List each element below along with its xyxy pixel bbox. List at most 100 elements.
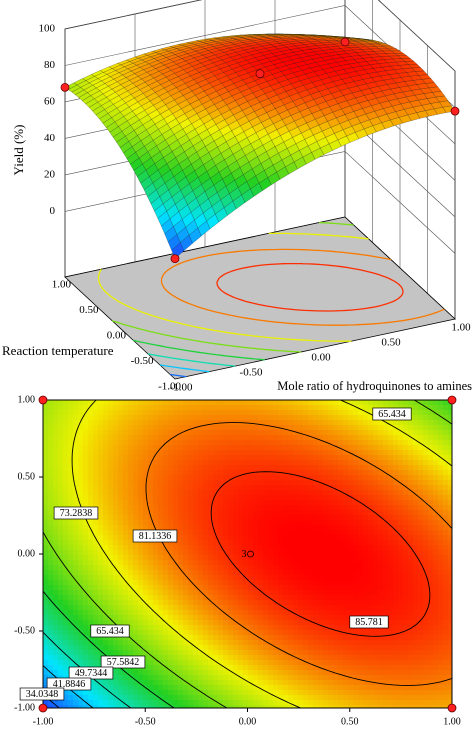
heat-cell bbox=[98, 600, 104, 606]
heat-cell bbox=[93, 455, 99, 461]
heat-cell bbox=[113, 680, 119, 686]
heat-cell bbox=[258, 570, 264, 576]
heat-cell bbox=[78, 475, 84, 481]
heat-cell bbox=[318, 450, 324, 456]
heat-cell bbox=[263, 490, 269, 496]
heat-cell bbox=[248, 685, 254, 691]
heat-cell bbox=[268, 530, 274, 536]
heat-cell bbox=[53, 520, 59, 526]
heat-cell bbox=[163, 590, 169, 596]
heat-cell bbox=[278, 620, 284, 626]
heat-cell bbox=[143, 515, 149, 521]
heat-cell bbox=[143, 550, 149, 556]
heat-cell bbox=[63, 645, 69, 651]
heat-cell bbox=[98, 500, 104, 506]
heat-cell bbox=[48, 415, 54, 421]
heat-cell bbox=[128, 495, 134, 501]
heat-cell bbox=[238, 635, 244, 641]
heat-cell bbox=[183, 515, 189, 521]
heat-cell bbox=[113, 490, 119, 496]
heat-cell bbox=[318, 650, 324, 656]
heat-cell bbox=[188, 435, 194, 441]
floor-contour bbox=[97, 232, 369, 342]
heat-cell bbox=[143, 615, 149, 621]
heat-cell bbox=[298, 515, 304, 521]
heat-cell bbox=[183, 455, 189, 461]
heat-cell bbox=[248, 540, 254, 546]
heat-cell bbox=[223, 575, 229, 581]
heat-cell bbox=[143, 590, 149, 596]
heat-cell bbox=[48, 645, 54, 651]
heat-cell bbox=[283, 640, 289, 646]
heat-cell bbox=[348, 545, 354, 551]
heat-cell bbox=[273, 515, 279, 521]
heat-cell bbox=[318, 505, 324, 511]
heat-cell bbox=[353, 540, 359, 546]
heat-cell bbox=[128, 565, 134, 571]
heat-cell bbox=[108, 440, 114, 446]
heat-cell bbox=[73, 405, 79, 411]
heat-cell bbox=[303, 695, 309, 701]
heat-cell bbox=[343, 495, 349, 501]
heat-cell bbox=[133, 495, 139, 501]
heat-cell bbox=[343, 535, 349, 541]
heat-cell bbox=[343, 470, 349, 476]
heat-cell bbox=[298, 465, 304, 471]
heat-cell bbox=[243, 465, 249, 471]
heat-cell bbox=[308, 460, 314, 466]
heat-cell bbox=[188, 445, 194, 451]
heat-cell bbox=[283, 495, 289, 501]
heat-cell bbox=[213, 690, 219, 696]
heat-cell bbox=[243, 475, 249, 481]
heat-cell bbox=[253, 435, 259, 441]
heat-cell bbox=[313, 640, 319, 646]
heat-cell bbox=[73, 635, 79, 641]
heat-cell bbox=[263, 620, 269, 626]
heat-cell bbox=[58, 580, 64, 586]
heat-cell bbox=[153, 445, 159, 451]
heat-cell bbox=[223, 685, 229, 691]
heat-cell bbox=[183, 610, 189, 616]
heat-cell bbox=[223, 530, 229, 536]
heat-cell bbox=[153, 600, 159, 606]
heat-cell bbox=[323, 635, 329, 641]
heat-cell bbox=[288, 510, 294, 516]
heat-cell bbox=[43, 510, 49, 516]
heat-cell bbox=[173, 455, 179, 461]
heat-cell bbox=[158, 610, 164, 616]
heat-cell bbox=[153, 515, 159, 521]
heat-cell bbox=[183, 655, 189, 661]
heat-cell bbox=[343, 435, 349, 441]
heat-cell bbox=[243, 640, 249, 646]
heat-cell bbox=[53, 630, 59, 636]
heat-cell bbox=[163, 525, 169, 531]
heat-cell bbox=[263, 600, 269, 606]
heat-cell bbox=[348, 520, 354, 526]
heat-cell bbox=[48, 620, 54, 626]
heat-cell bbox=[238, 445, 244, 451]
heat-cell bbox=[108, 515, 114, 521]
heat-cell bbox=[193, 510, 199, 516]
heat-cell bbox=[248, 475, 254, 481]
heat-cell bbox=[198, 595, 204, 601]
y-axis-title: Reaction temperature bbox=[2, 343, 114, 358]
heat-cell bbox=[308, 635, 314, 641]
heat-cell bbox=[78, 545, 84, 551]
heat-cell bbox=[223, 430, 229, 436]
heat-cell bbox=[273, 680, 279, 686]
heat-cell bbox=[83, 625, 89, 631]
heat-cell bbox=[213, 570, 219, 576]
y-tick-label: -1.00 bbox=[158, 381, 181, 393]
heat-cell bbox=[83, 550, 89, 556]
heat-cell bbox=[133, 400, 139, 406]
heat-cell bbox=[113, 575, 119, 581]
heat-cell bbox=[333, 635, 339, 641]
heat-cell bbox=[208, 535, 214, 541]
heat-cell bbox=[193, 635, 199, 641]
heat-cell bbox=[168, 660, 174, 666]
heat-cell bbox=[318, 430, 324, 436]
heat-cell bbox=[163, 695, 169, 701]
heat-cell bbox=[163, 500, 169, 506]
heat-cell bbox=[283, 455, 289, 461]
heat-cell bbox=[48, 420, 54, 426]
